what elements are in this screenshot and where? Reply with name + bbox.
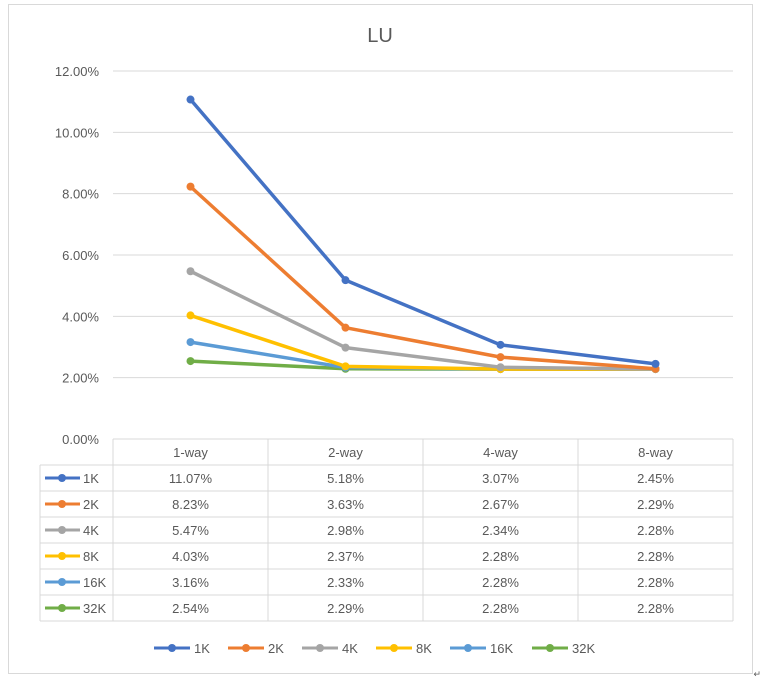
table-value-cell: 2.28% xyxy=(482,549,519,564)
table-value-cell: 2.28% xyxy=(637,549,674,564)
table-value-cell: 2.37% xyxy=(327,549,364,564)
table-value-cell: 2.28% xyxy=(482,601,519,616)
chart-title: LU xyxy=(367,25,393,47)
table-value-cell: 2.67% xyxy=(482,497,519,512)
table-value-cell: 2.28% xyxy=(637,575,674,590)
table-value-cell: 2.28% xyxy=(637,523,674,538)
data-point-1k xyxy=(341,276,350,285)
table-value-cell: 5.47% xyxy=(172,523,209,538)
legend-key-marker xyxy=(464,644,472,652)
table-series-name: 32K xyxy=(83,601,106,616)
y-tick-label: 2.00% xyxy=(62,371,99,386)
table-value-cell: 4.03% xyxy=(172,549,209,564)
table-series-name: 8K xyxy=(83,549,99,564)
data-point-2k xyxy=(186,182,195,191)
series-line-4k xyxy=(188,269,658,371)
table-value-cell: 2.28% xyxy=(482,575,519,590)
table-value-cell: 2.34% xyxy=(482,523,519,538)
paragraph-mark: ↵ xyxy=(753,669,761,679)
legend-key-marker xyxy=(546,644,554,652)
y-tick-label: 10.00% xyxy=(55,125,100,140)
data-point-1k xyxy=(496,340,505,349)
table-value-cell: 3.16% xyxy=(172,575,209,590)
table-value-cell: 2.29% xyxy=(637,497,674,512)
data-point-1k xyxy=(186,95,195,104)
data-point-32k xyxy=(186,357,195,366)
legend-entry-4k: 4K xyxy=(342,641,358,656)
y-tick-label: 6.00% xyxy=(62,248,99,263)
table-value-cell: 5.18% xyxy=(327,471,364,486)
table-series-name: 2K xyxy=(83,497,99,512)
legend-entry-1k: 1K xyxy=(194,641,210,656)
x-category-label: 1-way xyxy=(173,445,208,460)
table-value-cell: 2.45% xyxy=(637,471,674,486)
legend-entry-8k: 8K xyxy=(416,641,432,656)
data-point-2k xyxy=(341,323,350,332)
table-value-cell: 2.33% xyxy=(327,575,364,590)
legend-entry-2k: 2K xyxy=(268,641,284,656)
data-point-8k xyxy=(186,311,195,320)
chart-frame xyxy=(8,4,753,674)
data-point-1k xyxy=(651,359,660,368)
table-value-cell: 3.07% xyxy=(482,471,519,486)
table-value-cell: 2.98% xyxy=(327,523,364,538)
table-legend-key-marker xyxy=(58,604,66,612)
table-legend-key-marker xyxy=(58,552,66,560)
table-legend-key-marker xyxy=(58,526,66,534)
x-category-label: 8-way xyxy=(638,445,673,460)
legend-entry-16k: 16K xyxy=(490,641,513,656)
table-value-cell: 3.63% xyxy=(327,497,364,512)
table-series-name: 16K xyxy=(83,575,106,590)
series-line-2k xyxy=(188,184,658,371)
legend-entry-32k: 32K xyxy=(572,641,595,656)
table-legend-key-marker xyxy=(58,500,66,508)
y-tick-label: 4.00% xyxy=(62,309,99,324)
table-series-name: 4K xyxy=(83,523,99,538)
table-value-cell: 11.07% xyxy=(169,471,213,486)
table-legend-key-marker xyxy=(58,578,66,586)
data-point-8k xyxy=(341,362,350,371)
x-category-label: 4-way xyxy=(483,445,518,460)
y-tick-label: 8.00% xyxy=(62,187,99,202)
data-point-16k xyxy=(186,338,195,347)
data-point-4k xyxy=(496,363,505,372)
table-value-cell: 2.54% xyxy=(172,601,209,616)
legend-key-marker xyxy=(168,644,176,652)
legend-key-marker xyxy=(242,644,250,652)
table-value-cell: 2.29% xyxy=(327,601,364,616)
y-tick-label: 0.00% xyxy=(62,432,99,447)
table-series-name: 1K xyxy=(83,471,99,486)
data-point-4k xyxy=(186,267,195,276)
legend-key-marker xyxy=(316,644,324,652)
y-tick-label: 12.00% xyxy=(55,64,100,79)
series-line-1k xyxy=(188,97,658,366)
table-value-cell: 8.23% xyxy=(172,497,209,512)
x-category-label: 2-way xyxy=(328,445,363,460)
data-point-2k xyxy=(496,353,505,362)
table-legend-key-marker xyxy=(58,474,66,482)
data-point-4k xyxy=(341,343,350,352)
table-value-cell: 2.28% xyxy=(637,601,674,616)
legend-key-marker xyxy=(390,644,398,652)
